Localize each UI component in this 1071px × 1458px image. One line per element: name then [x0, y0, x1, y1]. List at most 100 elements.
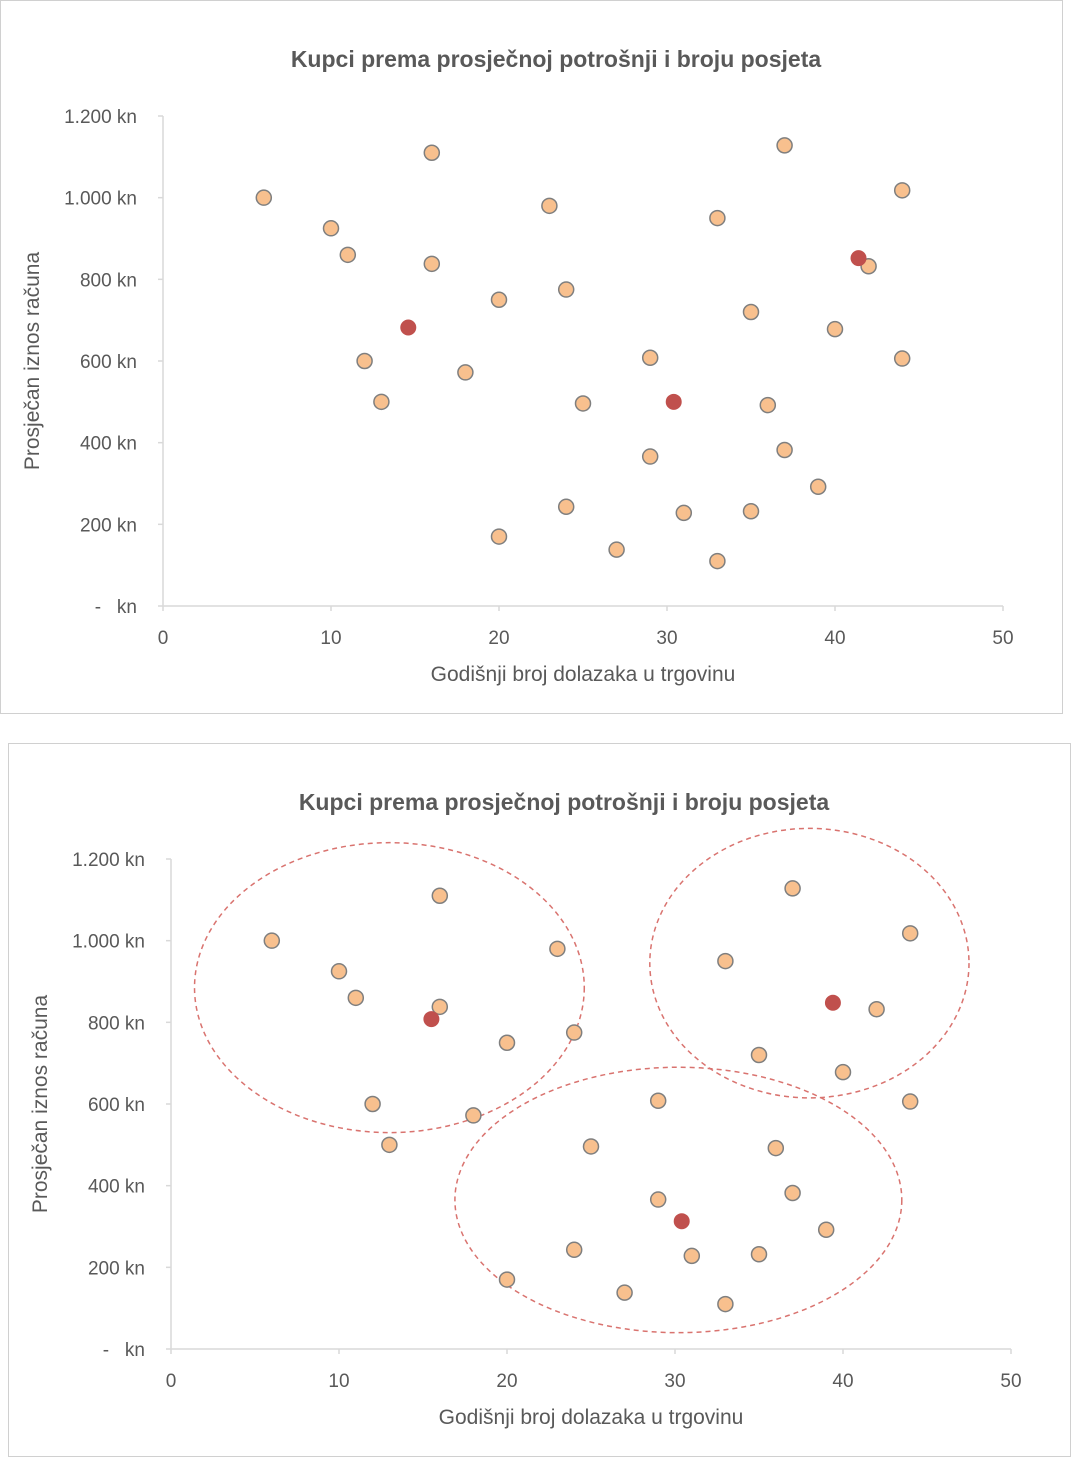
x-tick-label: 0: [158, 628, 169, 649]
scatter-chart-bottom: Kupci prema prosječnoj potrošnji i broju…: [29, 789, 1022, 1429]
x-tick-label: 10: [320, 628, 341, 649]
data-point: [322, 220, 340, 237]
data-point: [901, 925, 919, 942]
plot-area: 0 10 20 30 40 50 - kn 200 kn 400 kn 600 kn 800 kn 1…: [72, 827, 1022, 1392]
y-tick-label: 1.200 kn: [64, 107, 137, 128]
y-tick-label: 200 kn: [80, 515, 137, 536]
data-point: [549, 940, 566, 958]
data-point: [330, 963, 348, 980]
data-point: [465, 1107, 482, 1124]
data-point: [373, 393, 390, 411]
data-point: [641, 448, 659, 465]
x-tick-label: 0: [166, 1371, 177, 1392]
data-point: [649, 1191, 667, 1208]
x-tick-label: 20: [496, 1371, 517, 1392]
data-point: [893, 350, 911, 367]
x-tick-label: 40: [832, 1371, 853, 1392]
data-point: [776, 137, 793, 154]
data-point: [582, 1138, 600, 1155]
data-point: [423, 255, 441, 273]
data-point: [759, 396, 777, 414]
centroid-point: [423, 1011, 440, 1028]
y-tick-label: 800 kn: [80, 270, 137, 291]
x-tick-label: 20: [488, 628, 509, 649]
data-point: [709, 552, 726, 570]
centroid-point: [673, 1213, 690, 1230]
data-point: [431, 998, 449, 1016]
cluster-outline: [193, 841, 586, 1134]
y-tick-label: 200 kn: [88, 1258, 145, 1279]
data-point: [381, 1136, 398, 1154]
y-tick-label: 600 kn: [80, 352, 137, 373]
y-axis-label: Prosječan iznos računa: [21, 252, 44, 471]
data-point: [541, 197, 558, 215]
data-point: [565, 1241, 583, 1259]
x-tick-label: 40: [824, 628, 845, 649]
plot-area: 0 10 20 30 40 50 - kn 200 kn 400 kn 600 kn 800 kn 1…: [64, 107, 1013, 649]
data-point: [490, 291, 508, 308]
data-point: [868, 1001, 885, 1018]
y-tick-label: 1.000 kn: [72, 932, 145, 953]
data-point: [364, 1095, 381, 1113]
y-tick-label: 400 kn: [88, 1177, 145, 1198]
data-point: [557, 498, 575, 516]
y-tick-label: 1.200 kn: [72, 850, 145, 871]
centroid-point: [665, 393, 682, 410]
data-point: [817, 1221, 835, 1239]
data-point: [683, 1247, 701, 1265]
data-point: [457, 364, 474, 381]
data-point: [742, 503, 760, 520]
data-point: [498, 1034, 516, 1051]
data-point: [750, 1246, 768, 1263]
y-tick-label: - kn: [95, 597, 137, 618]
data-point: [826, 320, 844, 338]
data-point: [423, 144, 441, 161]
data-point: [641, 349, 659, 366]
data-point: [356, 352, 373, 370]
data-point: [565, 1024, 583, 1041]
data-point: [709, 209, 726, 227]
y-tick-label: - kn: [103, 1340, 145, 1361]
data-point: [717, 1295, 734, 1313]
scatter-chart-top: Kupci prema prosječnoj potrošnji i broju…: [21, 46, 1014, 686]
data-point: [809, 478, 827, 496]
data-point: [347, 989, 365, 1007]
chart-panel-top: Kupci prema prosječnoj potrošnji i broju…: [0, 0, 1063, 714]
centroid-point: [400, 319, 417, 336]
y-axis-label: Prosječan iznos računa: [29, 995, 52, 1214]
x-tick-label: 50: [1000, 1371, 1021, 1392]
chart-title: Kupci prema prosječnoj potrošnji i broju…: [299, 789, 830, 815]
cluster-outline: [454, 1066, 903, 1334]
data-point: [616, 1284, 633, 1301]
centroid-point: [824, 994, 841, 1011]
data-point: [767, 1139, 785, 1157]
cluster-outline: [649, 827, 970, 1099]
y-tick-label: 800 kn: [88, 1013, 145, 1034]
y-tick-label: 400 kn: [80, 434, 137, 455]
data-point: [834, 1063, 852, 1081]
data-point: [893, 182, 911, 199]
y-tick-label: 1.000 kn: [64, 189, 137, 210]
x-tick-label: 10: [328, 1371, 349, 1392]
data-point: [431, 887, 449, 904]
x-axis-label: Godišnji broj dolazaka u trgovinu: [431, 663, 736, 686]
x-tick-label: 30: [664, 1371, 685, 1392]
data-point: [574, 395, 592, 412]
data-point: [557, 281, 575, 298]
x-tick-label: 50: [992, 628, 1013, 649]
data-point: [263, 932, 281, 949]
data-point: [498, 1271, 516, 1288]
data-point: [742, 303, 760, 321]
data-point: [608, 541, 625, 558]
y-tick-label: 600 kn: [88, 1095, 145, 1116]
data-point: [784, 880, 801, 897]
data-point: [776, 441, 793, 459]
centroid-point: [850, 250, 867, 267]
chart-panel-bottom: Kupci prema prosječnoj potrošnji i broju…: [8, 743, 1071, 1457]
x-tick-label: 30: [656, 628, 677, 649]
data-point: [649, 1092, 667, 1109]
data-point: [255, 189, 273, 206]
data-point: [339, 246, 357, 264]
data-point: [675, 504, 693, 522]
data-point: [750, 1046, 768, 1064]
